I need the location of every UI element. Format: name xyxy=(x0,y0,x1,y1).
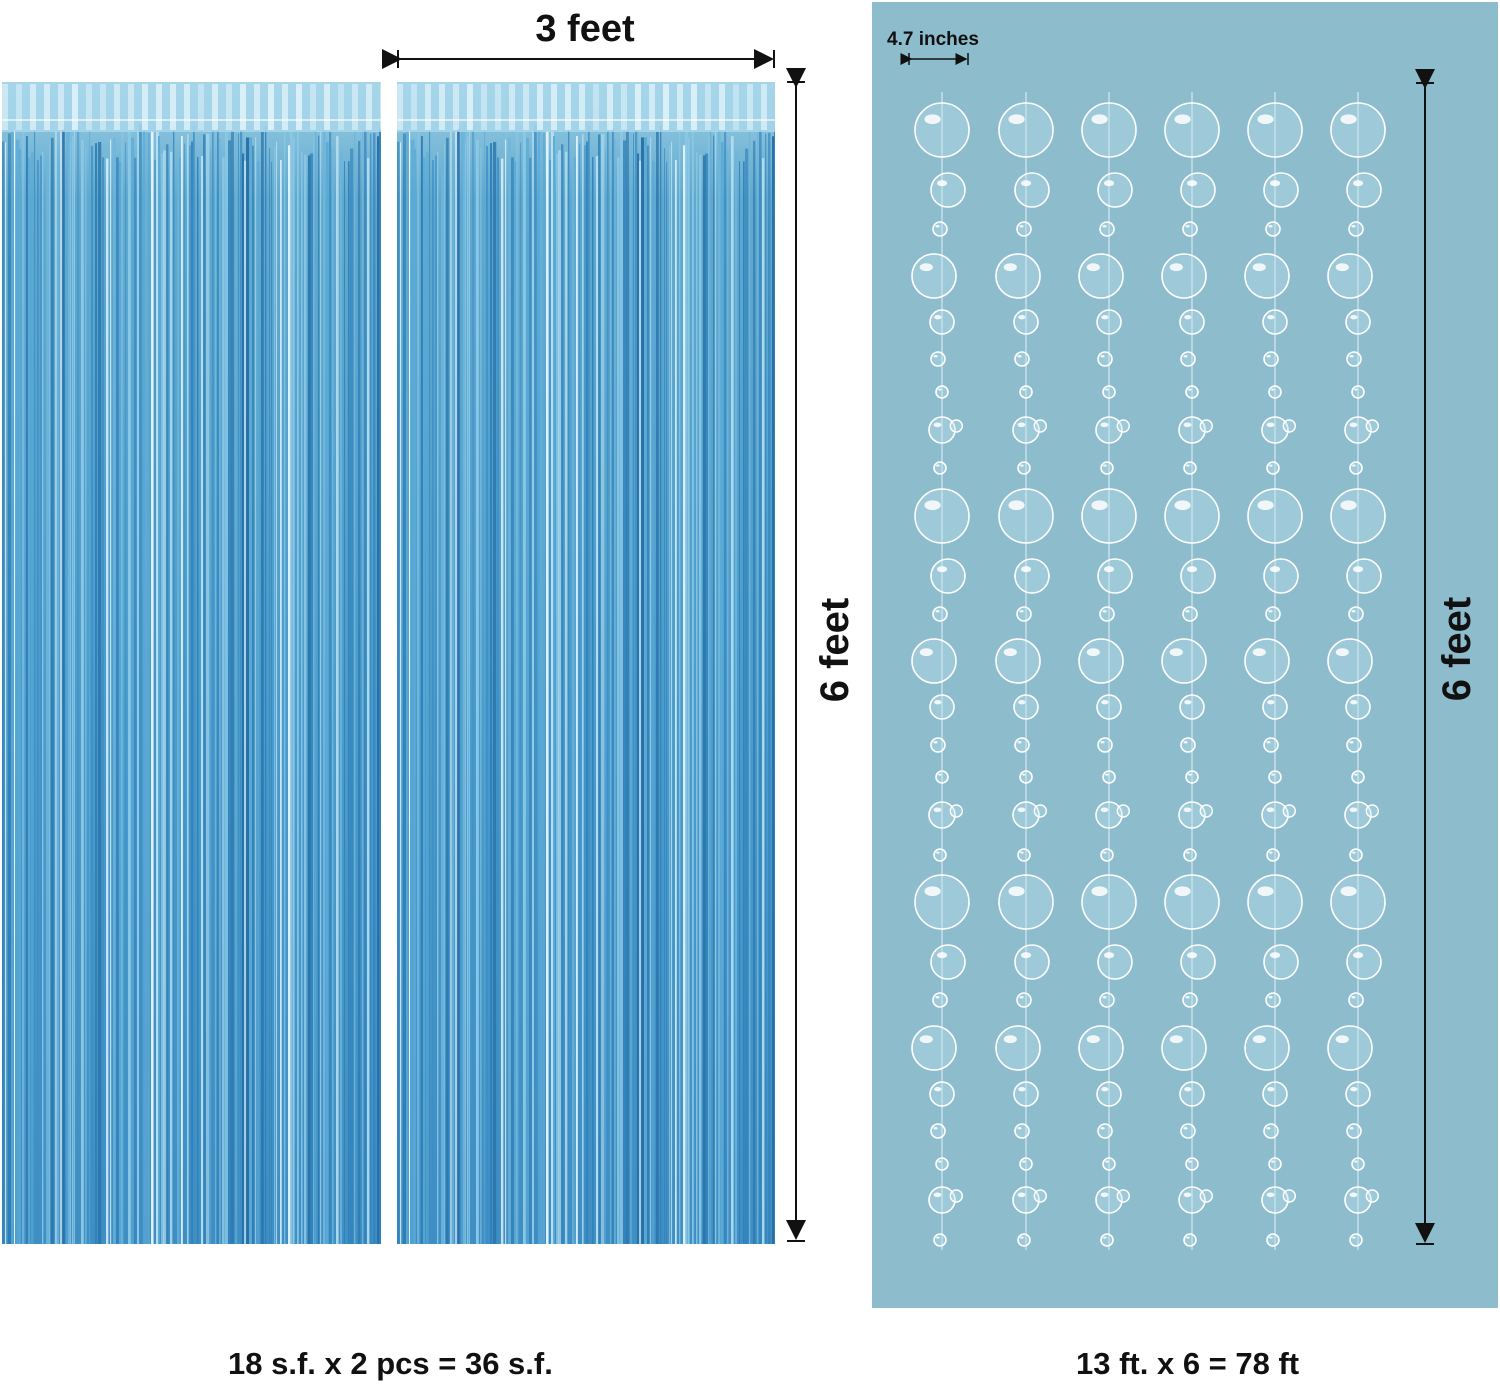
bubble-height-label: 6 feet xyxy=(1435,596,1479,702)
foil-curtain-fringe xyxy=(397,82,775,1244)
curtain-caption: 18 s.f. x 2 pcs = 36 s.f. xyxy=(228,1346,553,1381)
foil-curtain-right xyxy=(397,82,775,1244)
bubble-spacing-label: 4.7 inches xyxy=(887,29,979,50)
bubble-garland-panel xyxy=(872,2,1498,1308)
foil-curtain-left xyxy=(2,82,381,1244)
foil-curtain-fringe xyxy=(2,82,381,1244)
bubble-caption: 13 ft. x 6 = 78 ft xyxy=(1076,1346,1300,1381)
curtain-width-label: 3 feet xyxy=(535,8,635,50)
bubble-strands xyxy=(911,92,1386,1250)
